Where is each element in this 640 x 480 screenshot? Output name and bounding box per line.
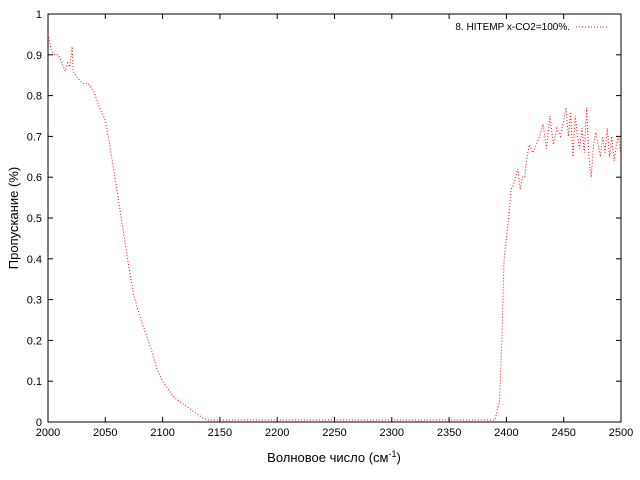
x-axis-label-end: )	[397, 450, 401, 465]
x-tick-label: 2250	[322, 427, 346, 439]
y-tick-label: 0	[36, 417, 42, 429]
y-tick-label: 0.7	[27, 131, 42, 143]
y-tick-label: 0.8	[27, 91, 42, 103]
axis-ticks	[47, 13, 622, 423]
y-tick-label: 1	[36, 9, 42, 21]
x-tick-label: 2400	[494, 427, 518, 439]
x-tick-label: 2450	[551, 427, 575, 439]
x-tick-label: 2050	[93, 427, 117, 439]
x-tick-label: 2350	[437, 427, 461, 439]
x-tick-label: 2300	[380, 427, 404, 439]
y-axis-label: Пропускание (%)	[6, 167, 21, 269]
x-axis-label-main: Волновое число (см	[267, 450, 388, 465]
series-line	[47, 34, 622, 421]
legend-label: 8. HITEMP x-CO2=100%.	[455, 22, 570, 33]
y-tick-label: 0.3	[27, 295, 42, 307]
y-tick-label: 0.1	[27, 376, 42, 388]
y-tick-label: 0.9	[27, 50, 42, 62]
x-tick-label: 2150	[208, 427, 232, 439]
x-tick-label: 2100	[150, 427, 174, 439]
y-tick-label: 0.6	[27, 172, 42, 184]
series-layer	[47, 34, 622, 421]
y-tick-label: 0.2	[27, 335, 42, 347]
x-axis-label-sup: -1	[388, 449, 396, 459]
tick-labels: 2000 2050 2100 2150 2200 2250 2300 2350 2400 2450…	[27, 9, 634, 439]
y-tick-label: 0.4	[27, 254, 42, 266]
y-tick-label: 0.5	[27, 213, 42, 225]
x-tick-label: 2000	[36, 427, 60, 439]
plot-frame	[47, 13, 622, 423]
x-tick-label: 2500	[609, 427, 633, 439]
legend: 8. HITEMP x-CO2=100%.	[455, 22, 608, 33]
x-axis-label: Волновое число (см-1)	[267, 449, 401, 465]
x-tick-label: 2200	[265, 427, 289, 439]
